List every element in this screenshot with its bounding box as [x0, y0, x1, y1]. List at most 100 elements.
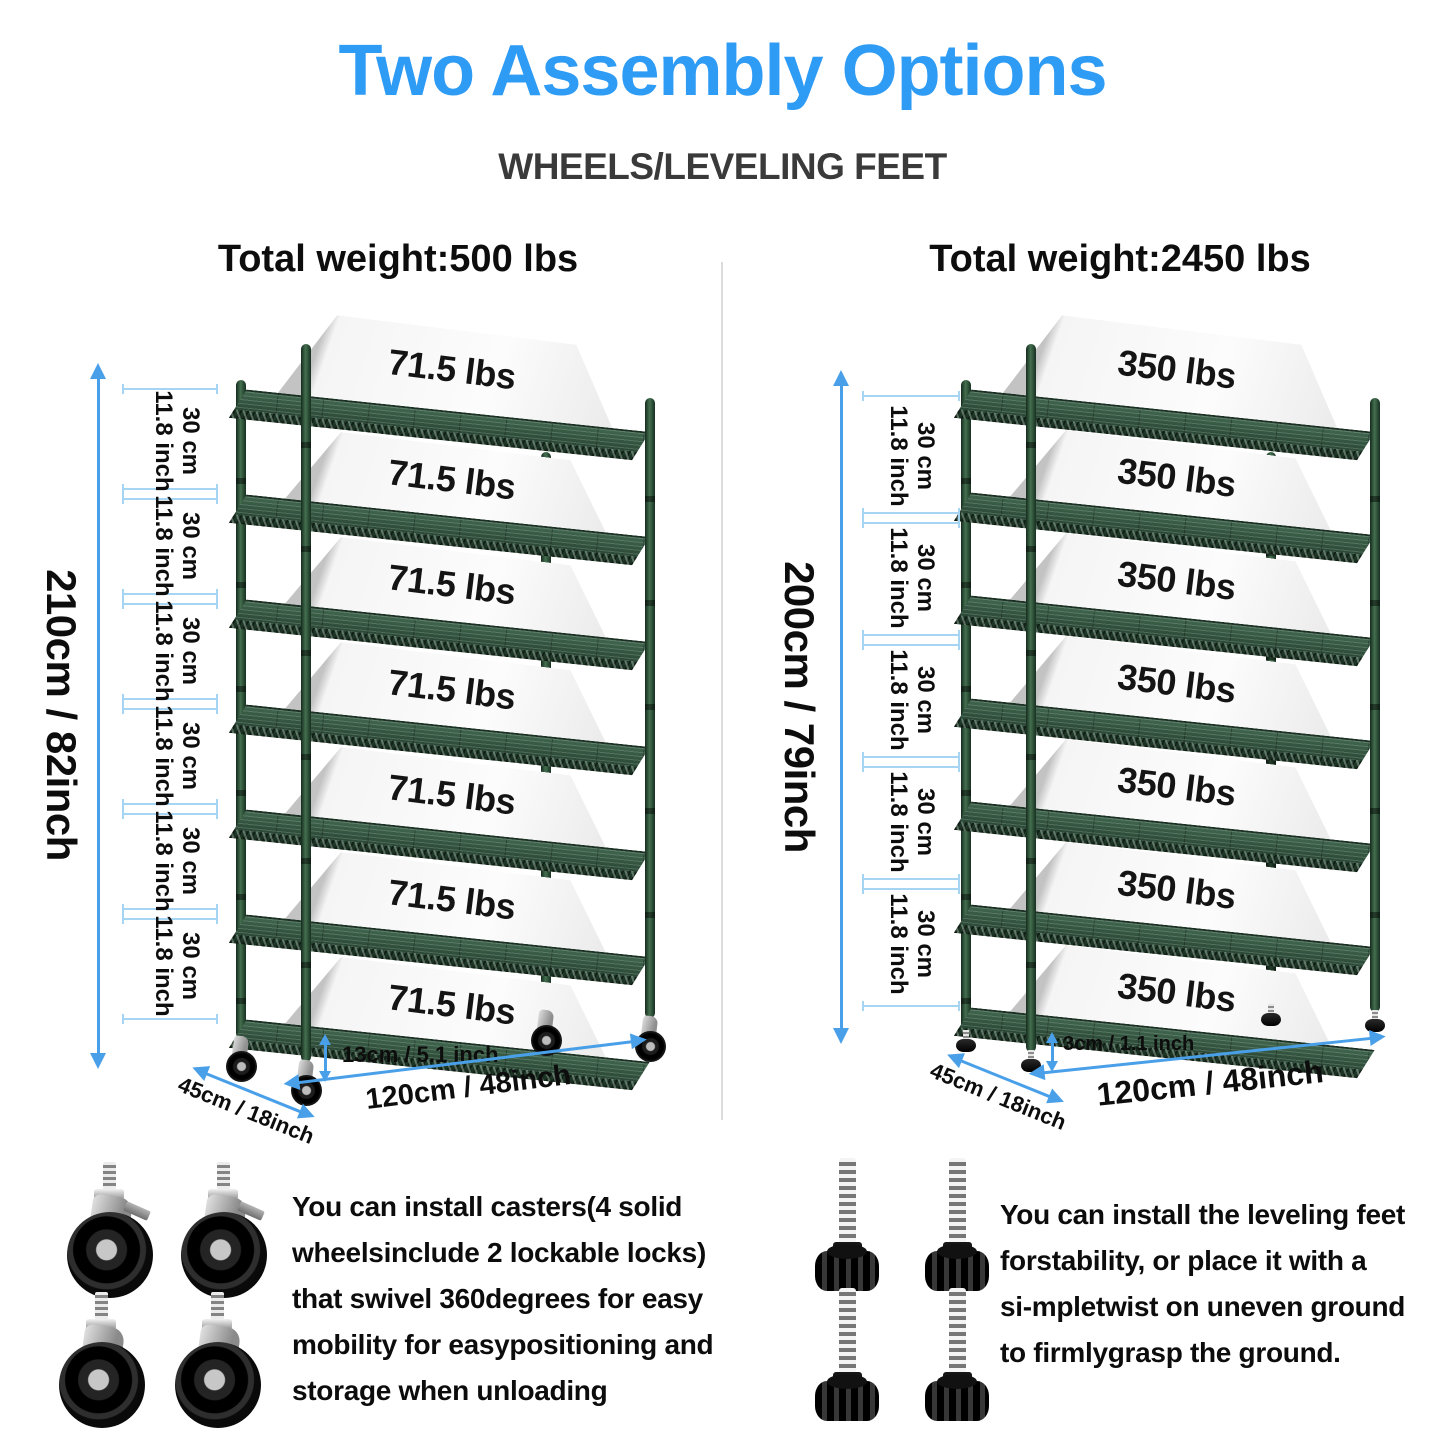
- gap-cm-label: 30 cm: [177, 721, 204, 790]
- caster-collar: [202, 1319, 232, 1330]
- caster-icon: [50, 1292, 155, 1432]
- shelf-load-label: 71.5 lbs: [385, 341, 518, 398]
- note-line: wheelsinclude 2 lockable locks): [292, 1237, 706, 1268]
- shelf-load-label: 350 lbs: [1115, 449, 1239, 505]
- gap-cm-label: 30 cm: [912, 421, 939, 491]
- left-unit-heading: Total weight:500 lbs: [217, 238, 579, 280]
- gap-inch-label: 11.8 inch: [150, 389, 177, 492]
- gap-inch-label: 11.8 inch: [885, 893, 912, 995]
- leveling-feet-note: You can install the leveling feet forstab…: [1000, 1192, 1440, 1376]
- gap-inch-label: 11.8 inch: [150, 599, 177, 702]
- gap-cm-label: 30 cm: [912, 909, 939, 979]
- caster-wheel: [181, 1212, 267, 1298]
- right-clearance-label: 3cm / 1.1 inch: [1063, 1033, 1195, 1055]
- ruler-tick: [862, 1001, 960, 1011]
- shelf-load-label: 350 lbs: [1115, 861, 1239, 917]
- caster-wheel-icon: [223, 1035, 259, 1086]
- note-line: that swivel 360degrees for easy: [292, 1283, 703, 1314]
- caster-wheel: [67, 1212, 153, 1298]
- foot-knob: [815, 1244, 879, 1291]
- shelf-gap-label: 30 cm 11.8 inch: [150, 696, 204, 816]
- left-height-arrow: [90, 363, 106, 1069]
- caster-stem: [211, 1292, 224, 1322]
- ruler-tick: [122, 904, 218, 914]
- shelf-load-label: 71.5 lbs: [385, 871, 518, 928]
- shelf-gap-label: 30 cm 11.8 inch: [150, 801, 204, 921]
- shelf-load-label: 71.5 lbs: [385, 766, 518, 823]
- shelf-post: [1026, 344, 1036, 1052]
- ruler-tick: [862, 884, 960, 894]
- foot-stem: [1028, 1050, 1034, 1061]
- foot-stem: [963, 1030, 969, 1041]
- leveling-foot-icon: [922, 1158, 992, 1293]
- note-line: storage when unloading: [292, 1375, 608, 1406]
- shelf-gap-label: 30 cm 11.8 inch: [150, 591, 204, 711]
- foot-threaded-stem: [949, 1158, 966, 1246]
- note-line: You can install casters(4 solid: [292, 1191, 683, 1222]
- gap-cm-label: 30 cm: [177, 406, 204, 475]
- shelf-load-label: 350 lbs: [1115, 758, 1239, 814]
- column-divider: [721, 262, 723, 1120]
- shelf-post: [961, 380, 971, 1032]
- gap-inch-label: 11.8 inch: [150, 494, 177, 597]
- caster-icon: [166, 1292, 271, 1432]
- gap-inch-label: 11.8 inch: [150, 704, 177, 807]
- gap-inch-label: 11.8 inch: [885, 405, 912, 507]
- shelf-gap-label: 30 cm 11.8 inch: [885, 884, 939, 1004]
- page-title: Two Assembly Options: [338, 31, 1107, 111]
- leveling-foot-icon: [922, 1288, 992, 1423]
- gap-cm-label: 30 cm: [912, 787, 939, 857]
- caster-wheel: [226, 1051, 257, 1082]
- shelf-post: [301, 344, 311, 1062]
- gap-inch-label: 11.8 inch: [150, 914, 177, 1017]
- caster-stem: [217, 1162, 230, 1192]
- note-line: to firmlygrasp the ground.: [1000, 1337, 1341, 1368]
- leveling-foot-icon: [956, 1030, 976, 1054]
- ruler-tick: [862, 752, 960, 762]
- ruler-tick: [122, 694, 218, 704]
- shelf-load-label: 350 lbs: [1115, 552, 1239, 608]
- shelf-load-label: 71.5 lbs: [385, 976, 518, 1033]
- shelf-load-label: 71.5 lbs: [385, 661, 518, 718]
- right-clearance-arrow: [1046, 1032, 1057, 1072]
- caster-collar: [94, 1189, 124, 1200]
- note-line: You can install the leveling feet: [1000, 1199, 1406, 1230]
- ruler-tick: [122, 809, 218, 819]
- gap-cm-label: 30 cm: [177, 616, 204, 685]
- caster-icon: [172, 1162, 277, 1302]
- page-subtitle: WHEELS/LEVELING FEET: [498, 146, 947, 187]
- ruler-tick: [122, 484, 218, 494]
- note-line: si-mpletwist on uneven ground: [1000, 1291, 1406, 1322]
- caster-collar: [208, 1189, 238, 1200]
- caster-collar: [86, 1319, 116, 1330]
- caster-wheel: [175, 1342, 261, 1428]
- caster-note: You can install casters(4 solid wheelsinc…: [292, 1184, 727, 1414]
- ruler-tick: [122, 599, 218, 609]
- foot-knob: [925, 1374, 989, 1421]
- foot-knob: [956, 1039, 976, 1052]
- right-width-label: 120cm / 48inch: [1094, 1053, 1326, 1113]
- foot-threaded-stem: [839, 1158, 856, 1246]
- foot-threaded-stem: [839, 1288, 856, 1376]
- ruler-tick: [862, 630, 960, 640]
- shelf-gap-label: 30 cm 11.8 inch: [885, 762, 939, 882]
- shelf-load-label: 71.5 lbs: [385, 556, 518, 613]
- ruler-tick: [862, 762, 960, 772]
- shelf-load-label: 350 lbs: [1115, 655, 1239, 711]
- shelf-load-label: 71.5 lbs: [385, 451, 518, 508]
- foot-stem: [1268, 1004, 1274, 1015]
- left-clearance-label: 13cm / 5.1 inch: [342, 1042, 499, 1067]
- gap-cm-label: 30 cm: [177, 511, 204, 580]
- ruler-tick: [122, 589, 218, 599]
- ruler-tick: [122, 914, 218, 924]
- foot-knob: [925, 1244, 989, 1291]
- ruler-tick: [862, 391, 960, 401]
- left-height-label: 210cm / 82inch: [38, 569, 85, 861]
- gap-inch-label: 11.8 inch: [885, 771, 912, 873]
- ruler-tick: [122, 704, 218, 714]
- ruler-tick: [122, 1014, 218, 1024]
- ruler-tick: [122, 494, 218, 504]
- shelf-gap-label: 30 cm 11.8 inch: [150, 381, 204, 501]
- caster-icon: [58, 1162, 163, 1302]
- ruler-tick: [122, 384, 218, 394]
